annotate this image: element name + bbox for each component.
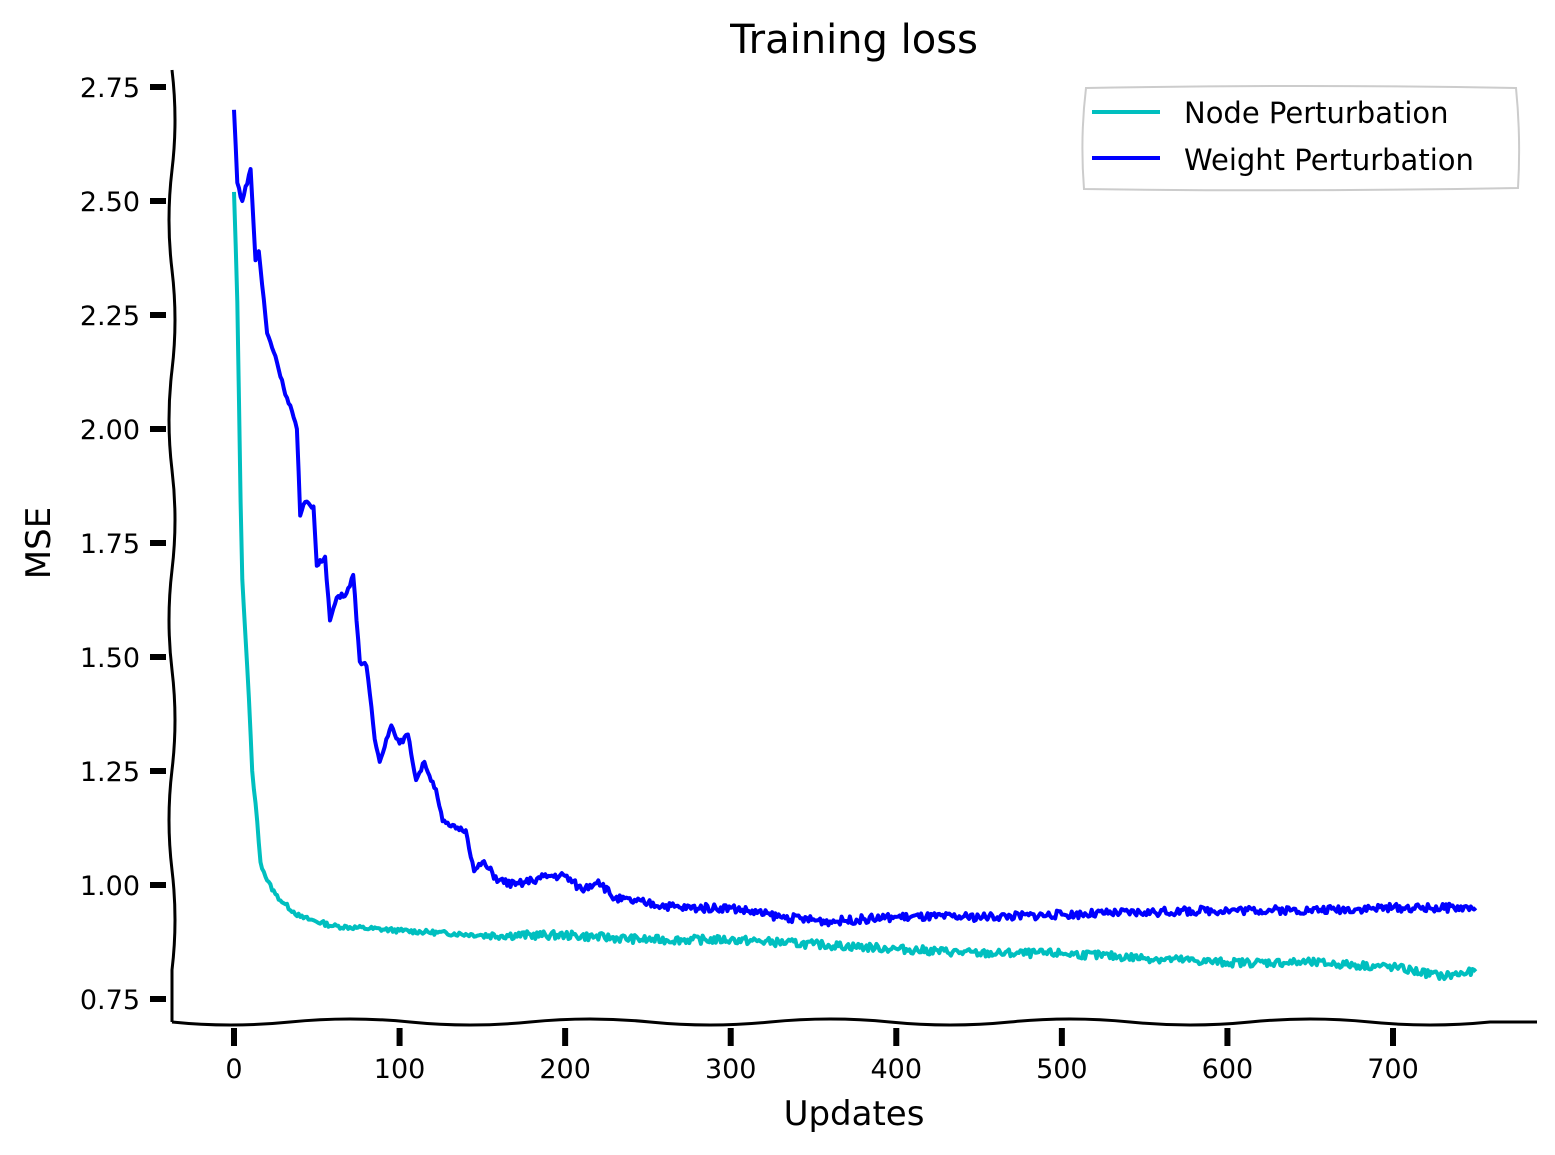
x-axis-label: Updates [784, 1094, 925, 1134]
x-axis-spine [171, 1017, 1537, 1027]
x-tick-label: 100 [374, 1054, 426, 1085]
y-tick-label: 2.75 [80, 73, 140, 104]
y-axis-spine [167, 69, 177, 1022]
y-tick-label: 1.75 [80, 529, 140, 560]
y-tick-label: 2.25 [80, 301, 140, 332]
y-tick-label: 0.75 [80, 985, 140, 1016]
legend-label-node: Node Perturbation [1184, 96, 1449, 130]
series-line-node-perturbation [232, 191, 1478, 981]
y-tick-label: 2.00 [80, 415, 140, 446]
x-tick-label: 200 [539, 1054, 591, 1085]
chart-title: Training loss [729, 17, 978, 63]
x-tick-label: 500 [1036, 1054, 1088, 1085]
x-tick-label: 300 [705, 1054, 757, 1085]
x-tick-label: 700 [1367, 1054, 1419, 1085]
x-tick-label: 0 [225, 1054, 242, 1085]
series-line-weight-perturbation [232, 109, 1478, 928]
x-tick-label: 600 [1202, 1054, 1254, 1085]
y-tick-label: 1.00 [80, 871, 140, 902]
legend-label-weight: Weight Perturbation [1184, 143, 1474, 177]
y-tick-label: 1.50 [80, 643, 140, 674]
x-tick-label: 400 [871, 1054, 923, 1085]
legend: Node Perturbation Weight Perturbation [1081, 85, 1521, 192]
y-tick-label: 1.25 [80, 757, 140, 788]
y-axis-label: MSE [19, 507, 59, 579]
y-tick-label: 2.50 [80, 187, 140, 218]
legend-frame [1081, 85, 1521, 192]
